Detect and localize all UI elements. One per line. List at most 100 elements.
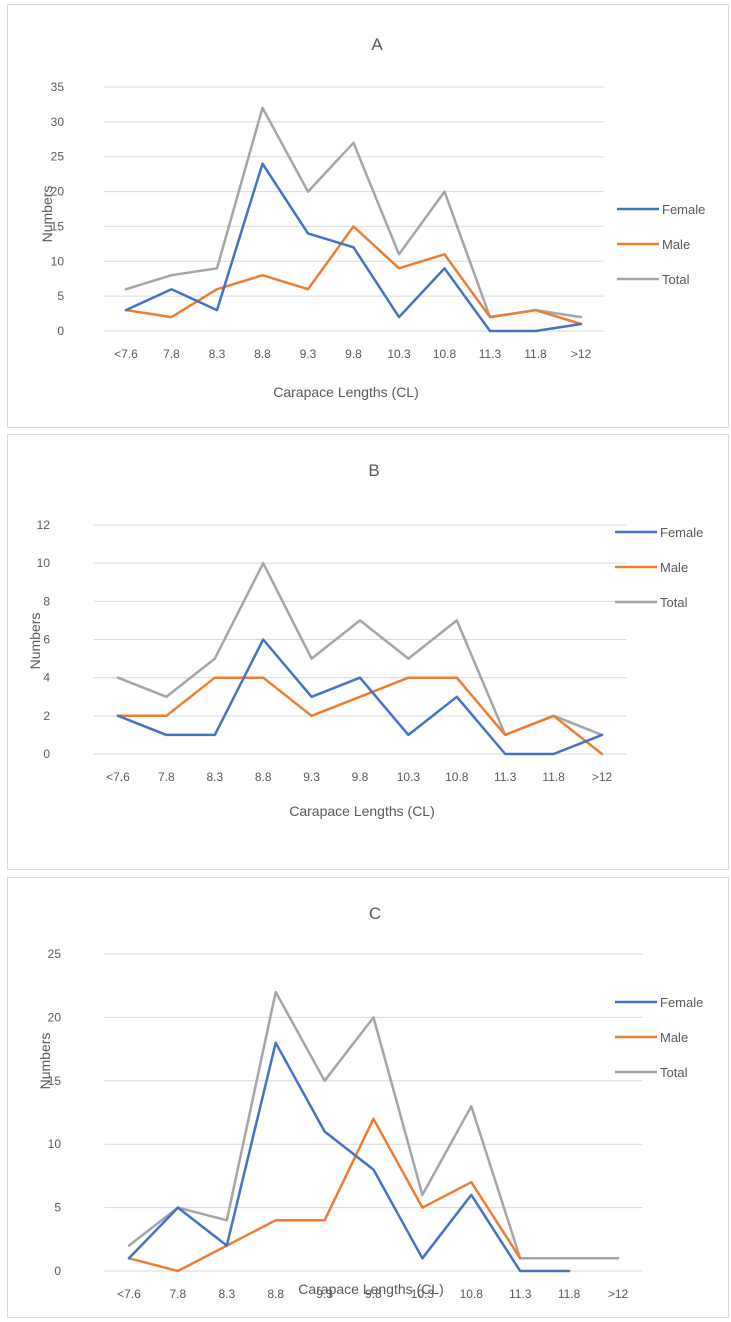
y-tick-label: 0 (57, 324, 64, 338)
y-axis-label: Numbers (39, 186, 55, 243)
series-line-male (127, 1117, 522, 1273)
y-tick-label: 15 (48, 1074, 62, 1088)
y-tick-label: 6 (43, 633, 50, 647)
x-tick-label: 10.8 (460, 1287, 484, 1301)
legend-label-male: Male (660, 1030, 688, 1045)
y-tick-label: 20 (51, 185, 65, 199)
chart-b-svg: B 0 2 4 6 8 10 12 <7.6 7.8 8.3 8.8 9.3 9.8 10.3 10.8 1… (27, 461, 703, 819)
chart-c-svg: C 0 5 10 15 20 25 <7.6 7.8 8.3 8.8 9.3 9.8 10.3 10.8… (37, 904, 703, 1301)
x-tick-label: 8.3 (206, 770, 223, 784)
x-tick-label: 11.3 (509, 1287, 532, 1301)
legend-label-total: Total (660, 1065, 688, 1080)
x-tick-label: 10.3 (387, 347, 411, 361)
x-tick-label: 7.8 (158, 770, 175, 784)
x-tick-label: <7.6 (117, 1287, 141, 1301)
x-tick-label: 9.8 (365, 1287, 382, 1301)
series-line-male (116, 676, 604, 756)
x-tick-label: <7.6 (106, 770, 130, 784)
chart-title: B (368, 461, 379, 480)
chart-title: A (371, 35, 383, 54)
chart-panel-c: C 0 5 10 15 20 25 <7.6 7.8 8.3 8.8 9.3 9.8 10.3 10.8… (7, 877, 729, 1318)
x-tick-label: >12 (592, 770, 613, 784)
x-tick-label: 10.8 (445, 770, 469, 784)
chart-title: C (369, 904, 381, 923)
x-tick-labels: <7.6 7.8 8.3 8.8 9.3 9.8 10.3 10.8 11.3 11.8 >12 (117, 1287, 628, 1301)
y-tick-label: 8 (43, 594, 50, 608)
series-line-total (116, 561, 604, 737)
y-axis-label: Numbers (37, 1033, 53, 1090)
series-lines (127, 990, 620, 1273)
x-tick-label: 11.8 (542, 770, 565, 784)
legend-label-female: Female (660, 525, 703, 540)
legend-label-female: Female (662, 202, 705, 217)
legend-label-male: Male (662, 237, 690, 252)
y-tick-label: 5 (54, 1201, 61, 1215)
y-tick-labels: 0 2 4 6 8 10 12 (37, 518, 51, 761)
y-tick-labels: 0 5 10 15 20 25 30 35 (51, 80, 65, 338)
x-tick-label: <7.6 (114, 347, 138, 361)
x-tick-label: 9.8 (345, 347, 362, 361)
x-tick-label: 11.8 (524, 347, 547, 361)
y-tick-label: 4 (43, 671, 50, 685)
legend-label-total: Total (662, 272, 690, 287)
y-axis-label: Numbers (27, 613, 43, 670)
y-tick-label: 10 (37, 556, 51, 570)
series-lines (124, 106, 583, 333)
x-tick-label: 8.3 (209, 347, 226, 361)
chart-a-svg: A 0 5 10 15 20 25 30 35 <7.6 7.8 8.3 8.8 9.3 9.8 10.3… (39, 35, 705, 400)
y-tick-label: 10 (51, 254, 65, 268)
x-tick-label: 10.8 (433, 347, 457, 361)
x-tick-labels: <7.6 7.8 8.3 8.8 9.3 9.8 10.3 10.8 11.3 11.8 >12 (114, 347, 591, 361)
legend-label-female: Female (660, 995, 703, 1010)
y-tick-label: 5 (57, 289, 64, 303)
x-tick-labels: <7.6 7.8 8.3 8.8 9.3 9.8 10.3 10.8 11.3 11.8 >12 (106, 770, 612, 784)
x-axis-label: Carapace Lengths (CL) (298, 1281, 444, 1297)
series-line-male (124, 225, 583, 326)
x-tick-label: 8.3 (218, 1287, 235, 1301)
series-line-female (116, 638, 604, 756)
y-tick-label: 2 (43, 709, 50, 723)
x-tick-label: 11.3 (494, 770, 517, 784)
x-tick-label: 7.8 (170, 1287, 187, 1301)
y-tick-label: 25 (51, 150, 65, 164)
x-tick-label: 7.8 (163, 347, 180, 361)
y-tick-label: 12 (37, 518, 51, 532)
x-tick-label: >12 (608, 1287, 629, 1301)
x-tick-label: 8.8 (267, 1287, 284, 1301)
y-tick-label: 35 (51, 80, 65, 94)
x-tick-label: >12 (571, 347, 592, 361)
series-line-total (124, 106, 583, 319)
x-tick-label: 9.3 (316, 1287, 333, 1301)
legend: Female Male Total (615, 525, 703, 610)
series-line-female (127, 1041, 571, 1273)
y-tick-label: 0 (43, 747, 50, 761)
y-tick-label: 25 (48, 947, 62, 961)
x-tick-label: 10.3 (411, 1287, 435, 1301)
x-tick-label: 8.8 (254, 347, 271, 361)
y-tick-label: 10 (48, 1137, 62, 1151)
x-tick-label: 10.3 (397, 770, 421, 784)
x-tick-label: 9.3 (303, 770, 320, 784)
legend-label-male: Male (660, 560, 688, 575)
y-tick-label: 0 (54, 1264, 61, 1278)
y-tick-label: 30 (51, 115, 65, 129)
series-lines (116, 561, 604, 756)
legend: Female Male Total (617, 202, 705, 287)
y-tick-label: 15 (51, 219, 65, 233)
y-tick-labels: 0 5 10 15 20 25 (48, 947, 62, 1278)
legend-label-total: Total (660, 595, 688, 610)
y-tick-label: 20 (48, 1010, 62, 1024)
chart-panel-b: B 0 2 4 6 8 10 12 <7.6 7.8 8.3 8.8 9.3 9.8 10.3 10.8 1… (7, 434, 729, 870)
series-line-female (124, 162, 583, 333)
x-axis-label: Carapace Lengths (CL) (273, 384, 419, 400)
x-tick-label: 8.8 (255, 770, 272, 784)
series-line-total (127, 990, 620, 1260)
y-grid (103, 86, 604, 332)
x-tick-label: 9.3 (300, 347, 317, 361)
x-tick-label: 11.8 (558, 1287, 581, 1301)
x-axis-label: Carapace Lengths (CL) (289, 803, 435, 819)
x-tick-label: 9.8 (352, 770, 369, 784)
y-grid (104, 953, 643, 1272)
legend: Female Male Total (615, 995, 703, 1080)
chart-panel-a: A 0 5 10 15 20 25 30 35 <7.6 7.8 8.3 8.8 9.3 9.8 10.3… (7, 4, 729, 428)
